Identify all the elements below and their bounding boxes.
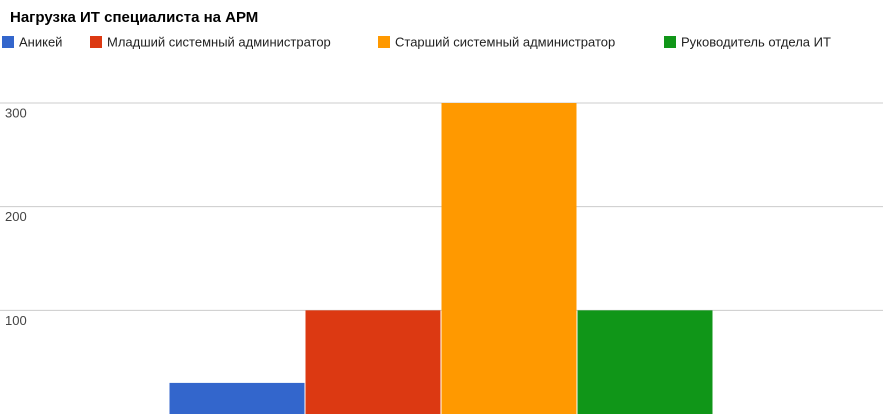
y-tick-label: 200 — [5, 209, 27, 224]
legend-label: Руководитель отдела ИТ — [681, 34, 831, 49]
legend-swatch — [2, 36, 14, 48]
bar — [441, 103, 577, 414]
y-tick-label: 100 — [5, 313, 27, 328]
bar — [577, 310, 713, 414]
legend-swatch — [378, 36, 390, 48]
bar — [305, 310, 441, 414]
legend-label: Старший системный администратор — [395, 34, 615, 49]
bar — [169, 382, 305, 414]
y-tick-label: 300 — [5, 105, 27, 120]
legend-swatch — [664, 36, 676, 48]
chart-title: Нагрузка ИТ специалиста на АРМ — [10, 9, 258, 26]
legend-label: Младший системный администратор — [107, 34, 331, 49]
legend-swatch — [90, 36, 102, 48]
legend-label: Аникей — [19, 34, 62, 49]
